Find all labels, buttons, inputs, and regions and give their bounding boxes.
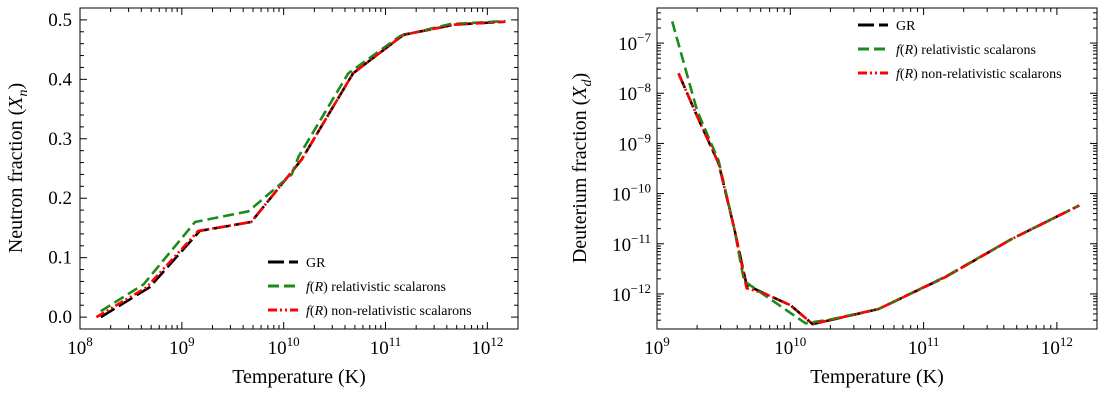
x-tick-label: 1011	[908, 334, 940, 359]
legend-label-1: f(R) relativistic scalarons	[896, 43, 1036, 58]
series-line-2	[95, 20, 506, 319]
y-tick-label: 10−10	[612, 181, 651, 206]
neutron-fraction-chart: 108 109 1010 1011 1012 0.0 0.1 0.2 0.3 0.4 0.5 Temp…	[5, 7, 519, 388]
legend-label-2: f(R) non-relativistic scalarons	[306, 304, 472, 319]
series-group	[670, 21, 1080, 326]
y-tick-label: 0.0	[48, 307, 72, 328]
y-tick-label: 10−12	[612, 281, 651, 306]
plot-frame	[656, 7, 1098, 330]
y-tick-label: 10−9	[618, 130, 651, 155]
plot-frame	[79, 7, 519, 330]
y-tick-label: 0.4	[48, 69, 72, 90]
x-tick-label: 1010	[268, 334, 300, 359]
legend-label-2: f(R) non-relativistic scalarons	[896, 67, 1062, 82]
legend-label-0: GR	[896, 19, 916, 34]
series-group	[95, 19, 506, 319]
y-tick-label: 0.3	[48, 129, 72, 150]
legend-label-0: GR	[306, 256, 326, 271]
series-line-1	[100, 19, 506, 313]
y-axis-label: Deuterium fraction (Xd)	[569, 73, 595, 263]
x-tick-label: 1012	[471, 334, 503, 359]
series-line-0	[677, 72, 1080, 326]
y-tick-label: 0.5	[48, 10, 72, 31]
x-axis-label: Temperature (K)	[810, 366, 944, 388]
legend: GR f(R) relativistic scalarons f(R) non-re…	[858, 19, 1062, 82]
x-axis-label: Temperature (K)	[232, 366, 366, 388]
x-tick-label: 1012	[1041, 334, 1073, 359]
y-axis-label: Neutron fraction (Xn)	[5, 83, 31, 253]
y-tick-label: 0.1	[48, 248, 72, 269]
y-tick-label: 0.2	[48, 188, 72, 209]
x-tick-label: 109	[169, 334, 195, 359]
legend-label-1: f(R) relativistic scalarons	[306, 280, 446, 295]
y-tick-label: 10−7	[618, 30, 651, 55]
x-tick-label: 108	[67, 334, 93, 359]
x-tick-label: 109	[644, 334, 670, 359]
deuterium-fraction-chart: 109 1010 1011 1012 10−12 10−11 10−10 10−9 10−8 10…	[569, 7, 1098, 388]
x-tick-label: 1010	[774, 334, 806, 359]
series-line-2	[677, 72, 1080, 326]
x-tick-label: 1011	[370, 334, 402, 359]
legend: GR f(R) relativistic scalarons f(R) non-re…	[268, 256, 472, 319]
y-tick-label: 10−8	[618, 80, 651, 105]
y-tick-label: 10−11	[612, 231, 651, 256]
